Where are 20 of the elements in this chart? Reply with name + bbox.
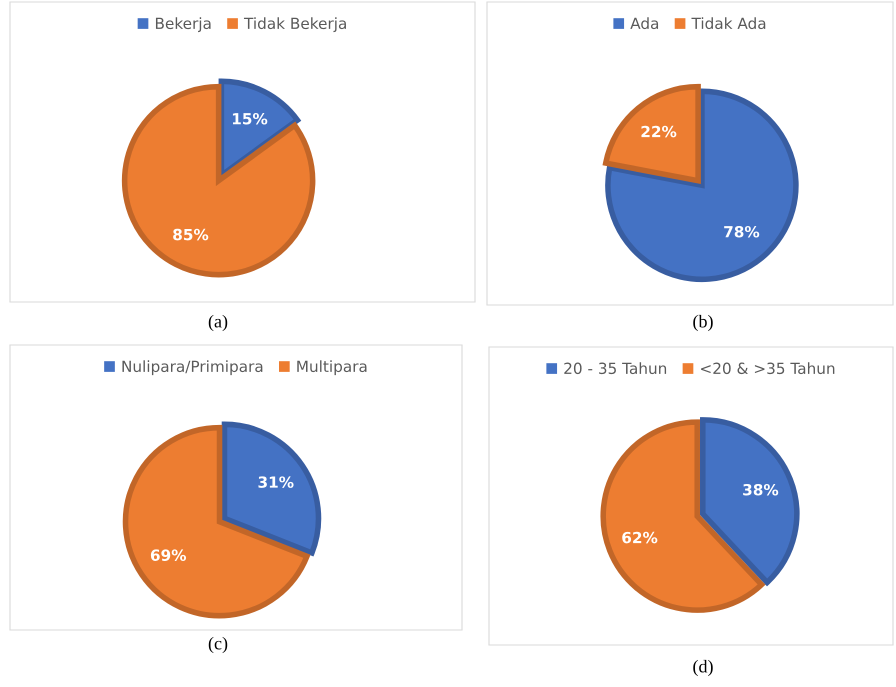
- data-label: 22%: [641, 126, 676, 138]
- legend-label: Tidak Bekerja: [244, 17, 346, 32]
- legend-label: Nulipara/Primipara: [122, 360, 262, 376]
- data-label: 38%: [743, 484, 778, 496]
- legend-label: <20 & >35 Tahun: [701, 362, 834, 374]
- text: (b): [693, 314, 713, 332]
- text: (c): [208, 636, 228, 654]
- data-label: 78%: [724, 226, 760, 238]
- text: (a): [208, 314, 228, 332]
- data-label: 31%: [258, 476, 294, 488]
- data-label: 85%: [173, 228, 208, 240]
- text: (d): [693, 660, 713, 676]
- legend-label: Tidak Ada: [691, 17, 766, 30]
- legend-label: Multipara: [297, 360, 366, 376]
- legend-label: Bekerja: [156, 17, 211, 32]
- data-label: 15%: [232, 112, 268, 125]
- data-label: 62%: [622, 532, 658, 544]
- legend-label: Ada: [630, 17, 658, 30]
- legend-label: 20 - 35 Tahun: [564, 362, 666, 374]
- data-label: 69%: [150, 549, 186, 561]
